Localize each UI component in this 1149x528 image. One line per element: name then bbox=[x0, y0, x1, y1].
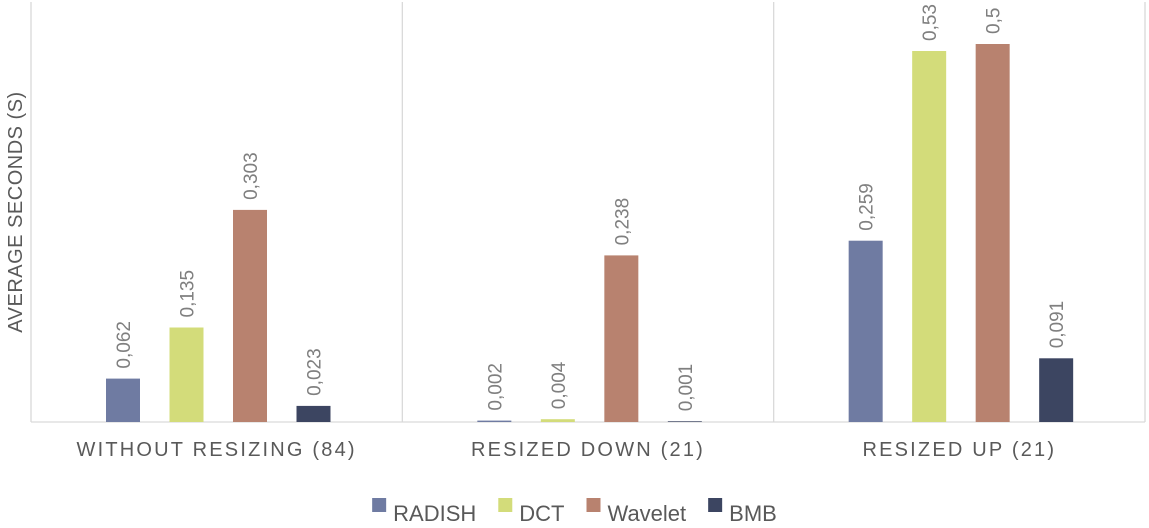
legend-label: Wavelet bbox=[608, 501, 687, 526]
category-labels-group: WITHOUT RESIZING (84) RESIZED DOWN (21) RE… bbox=[77, 439, 1056, 461]
legend-label: DCT bbox=[519, 501, 564, 526]
category-label: WITHOUT RESIZING (84) bbox=[77, 439, 357, 461]
legend-item: BMB bbox=[708, 498, 777, 526]
category-label: RESIZED DOWN (21) bbox=[471, 439, 705, 461]
data-label: 0,238 bbox=[612, 198, 633, 246]
data-label: 0,004 bbox=[549, 361, 570, 409]
data-label: 0,259 bbox=[857, 183, 878, 231]
bar bbox=[233, 209, 267, 422]
legend-item: RADISH bbox=[372, 498, 476, 526]
legend-swatch bbox=[498, 498, 513, 512]
data-label: 0,53 bbox=[920, 4, 941, 41]
bar bbox=[1039, 358, 1074, 422]
bar bbox=[912, 51, 947, 422]
legend-item: DCT bbox=[498, 498, 565, 526]
bar bbox=[296, 405, 331, 422]
legend-swatch bbox=[372, 498, 387, 512]
data-label: 0,001 bbox=[676, 364, 697, 412]
legend-label: RADISH bbox=[393, 501, 476, 526]
bar bbox=[848, 240, 883, 422]
bar bbox=[169, 327, 204, 422]
legend-item: Wavelet bbox=[586, 498, 687, 526]
y-axis-label: AVERAGE SECONDS (S) bbox=[5, 91, 27, 332]
bar bbox=[540, 419, 575, 422]
data-label: 0,303 bbox=[241, 152, 262, 200]
bar bbox=[604, 255, 639, 422]
data-label: 0,062 bbox=[114, 321, 135, 369]
data-label: 0,023 bbox=[305, 348, 326, 396]
value-labels-group: 0,062 0,135 0,303 0,023 0,002 0,004 0,238 0,001… bbox=[114, 4, 1068, 411]
plot-frame bbox=[30, 2, 1146, 423]
legend-swatch bbox=[586, 498, 601, 512]
bar bbox=[477, 420, 512, 422]
data-label: 0,002 bbox=[485, 363, 506, 411]
legend: RADISH DCT Wavelet BMB bbox=[372, 498, 777, 526]
data-label: 0,091 bbox=[1047, 301, 1068, 349]
bar bbox=[667, 421, 702, 422]
legend-label: BMB bbox=[729, 501, 777, 526]
data-label: 0,5 bbox=[984, 8, 1005, 34]
bars-group bbox=[106, 44, 1074, 422]
bar bbox=[975, 44, 1010, 422]
data-label: 0,135 bbox=[178, 270, 199, 318]
legend-swatch bbox=[708, 498, 723, 512]
category-label: RESIZED UP (21) bbox=[862, 439, 1056, 461]
bar bbox=[106, 378, 140, 422]
